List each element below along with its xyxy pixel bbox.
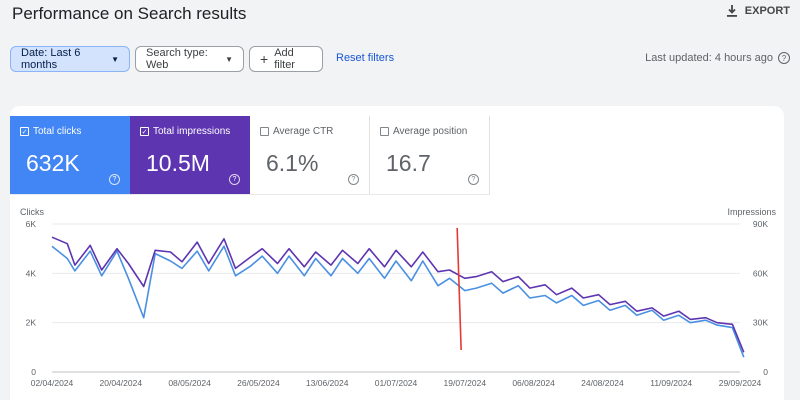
metric-average-position[interactable]: Average position 16.7 ?	[370, 116, 490, 194]
caret-down-icon: ▼	[111, 54, 119, 64]
x-tick-label: 11/09/2024	[650, 378, 692, 388]
checkbox-checked-icon[interactable]: ✓	[140, 127, 149, 136]
x-tick-label: 19/07/2024	[444, 378, 487, 388]
plus-icon: +	[260, 51, 269, 67]
reset-filters-link[interactable]: Reset filters	[336, 52, 395, 64]
filter-bar: Date: Last 6 months ▼ Search type: Web ▼…	[0, 46, 800, 74]
metric-value: 6.1%	[266, 150, 319, 176]
performance-card: ✓ Total clicks 632K ? ✓ Total impression…	[10, 106, 784, 400]
date-filter-chip[interactable]: Date: Last 6 months ▼	[10, 46, 130, 72]
metric-total-clicks[interactable]: ✓ Total clicks 632K ?	[10, 116, 130, 194]
checkbox-unchecked-icon[interactable]	[260, 127, 269, 136]
help-icon[interactable]: ?	[109, 174, 120, 185]
x-tick-label: 26/05/2024	[237, 378, 280, 388]
last-updated-text: Last updated: 4 hours ago	[645, 52, 773, 64]
top-bar: Performance on Search results EXPORT	[0, 0, 800, 30]
search-type-label: Search type: Web	[146, 47, 208, 71]
divider	[10, 194, 490, 195]
metric-total-impressions[interactable]: ✓ Total impressions 10.5M ?	[130, 116, 250, 194]
y-left-tick-label: 2K	[26, 318, 37, 328]
caret-down-icon: ▼	[225, 54, 233, 64]
page-title: Performance on Search results	[12, 4, 247, 23]
help-icon[interactable]: ?	[468, 174, 479, 185]
date-filter-label: Date: Last 6 months	[21, 47, 81, 71]
metric-label: Average position	[393, 126, 468, 137]
metric-value: 632K	[26, 150, 80, 176]
help-icon[interactable]: ?	[348, 174, 359, 185]
checkbox-checked-icon[interactable]: ✓	[20, 127, 29, 136]
annotation-line	[456, 227, 462, 351]
x-tick-label: 08/05/2024	[168, 378, 211, 388]
help-icon[interactable]: ?	[229, 174, 240, 185]
y-right-tick-label: 30K	[753, 318, 768, 328]
x-tick-label: 01/07/2024	[375, 378, 418, 388]
x-tick-label: 13/06/2024	[306, 378, 349, 388]
y-left-tick-label: 4K	[26, 268, 37, 278]
add-filter-button[interactable]: + Add filter	[249, 46, 323, 72]
export-label: EXPORT	[744, 5, 790, 17]
download-icon	[726, 5, 737, 17]
y-right-axis-title: Impressions	[727, 207, 776, 217]
series-line-impressions	[51, 236, 745, 353]
performance-chart[interactable]: 0 0 2K 30K 4K 60K 6K 90K 02/04/2024 20/04/2024 08/…	[10, 214, 784, 400]
search-type-chip[interactable]: Search type: Web ▼	[135, 46, 244, 72]
metric-value: 10.5M	[146, 150, 210, 176]
x-tick-label: 29/09/2024	[719, 378, 762, 388]
add-filter-label: Add filter	[274, 47, 295, 71]
metric-label: Total impressions	[153, 126, 231, 137]
x-tick-label: 20/04/2024	[100, 378, 143, 388]
metric-label: Total clicks	[33, 126, 82, 137]
x-tick-label: 24/08/2024	[581, 378, 624, 388]
x-tick-label: 02/04/2024	[31, 378, 74, 388]
y-right-tick-label: 0	[763, 367, 768, 377]
metric-average-ctr[interactable]: Average CTR 6.1% ?	[250, 116, 370, 194]
metric-value: 16.7	[386, 150, 431, 176]
export-button[interactable]: EXPORT	[725, 4, 790, 18]
y-left-axis-title: Clicks	[20, 207, 44, 217]
y-left-tick-label: 0	[31, 367, 36, 377]
metric-label: Average CTR	[273, 126, 334, 137]
checkbox-unchecked-icon[interactable]	[380, 127, 389, 136]
y-right-tick-label: 60K	[753, 268, 768, 278]
y-right-tick-label: 90K	[753, 219, 768, 229]
help-icon[interactable]: ?	[778, 52, 790, 64]
last-updated: Last updated: 4 hours ago ?	[645, 52, 790, 64]
series-line-clicks	[51, 245, 745, 358]
y-left-tick-label: 6K	[26, 219, 37, 229]
x-tick-label: 06/08/2024	[512, 378, 555, 388]
